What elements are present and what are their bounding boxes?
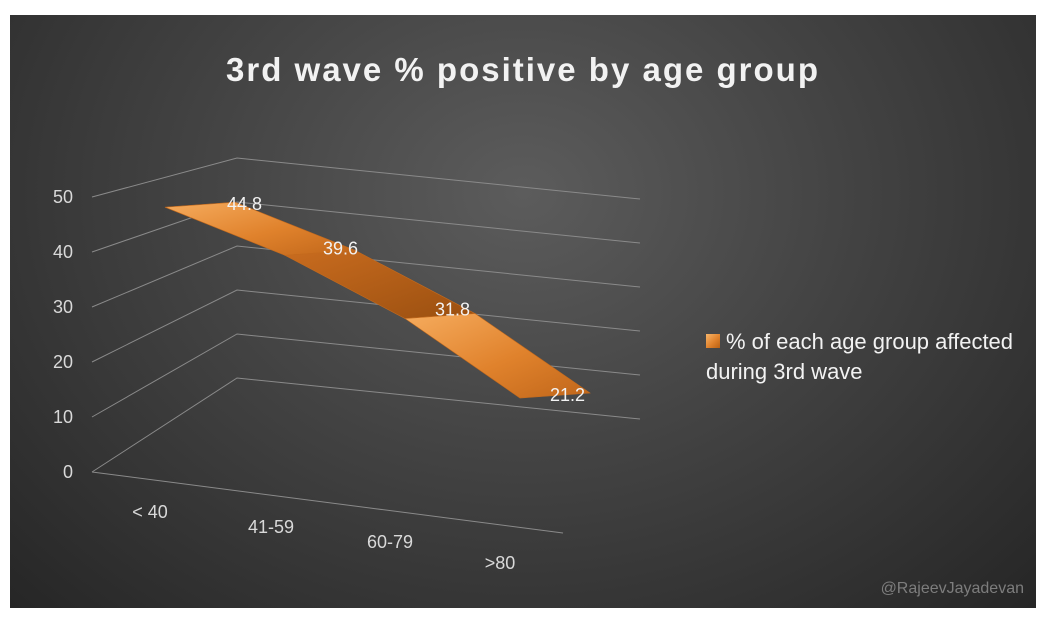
- x-axis-ticks: < 40 41-59 60-79 >80: [132, 502, 515, 573]
- x-tick-label: 41-59: [248, 517, 294, 537]
- chart-area: 3rd wave % positive by age group 0 10 20 30…: [10, 15, 1036, 608]
- data-label: 21.2: [550, 385, 585, 405]
- data-label: 44.8: [227, 194, 262, 214]
- watermark: @RajeevJayadevan: [880, 580, 1024, 597]
- y-tick-label: 50: [53, 187, 73, 207]
- y-tick-label: 40: [53, 242, 73, 262]
- x-tick-label: 60-79: [367, 532, 413, 552]
- y-tick-label: 10: [53, 407, 73, 427]
- legend-swatch: [706, 334, 720, 348]
- data-label: 31.8: [435, 300, 470, 320]
- series-ribbon: [164, 201, 591, 399]
- legend-label: % of each age group affected during 3rd …: [706, 329, 1014, 384]
- x-tick-label: < 40: [132, 502, 168, 522]
- y-tick-label: 30: [53, 297, 73, 317]
- chart-title: 3rd wave % positive by age group: [226, 51, 820, 88]
- y-tick-label: 20: [53, 352, 73, 372]
- data-label: 39.6: [323, 238, 358, 258]
- gridline: [91, 245, 641, 308]
- x-axis-line: [91, 471, 564, 534]
- y-axis-ticks: 0 10 20 30 40 50: [53, 187, 73, 482]
- data-labels: 44.8 39.6 31.8 21.2: [227, 194, 585, 405]
- x-tick-label: >80: [485, 553, 516, 573]
- gridline: [91, 289, 641, 363]
- gridline: [91, 201, 641, 253]
- gridlines: [91, 157, 641, 534]
- gridline: [91, 377, 641, 473]
- legend: % of each age group affected during 3rd …: [706, 327, 1026, 387]
- plot-area: 0 10 20 30 40 50 < 40 41-59 60-79 >80 44.8 39.6 31…: [53, 157, 641, 573]
- gridline: [91, 157, 641, 200]
- y-tick-label: 0: [63, 462, 73, 482]
- series-segment: [404, 313, 591, 399]
